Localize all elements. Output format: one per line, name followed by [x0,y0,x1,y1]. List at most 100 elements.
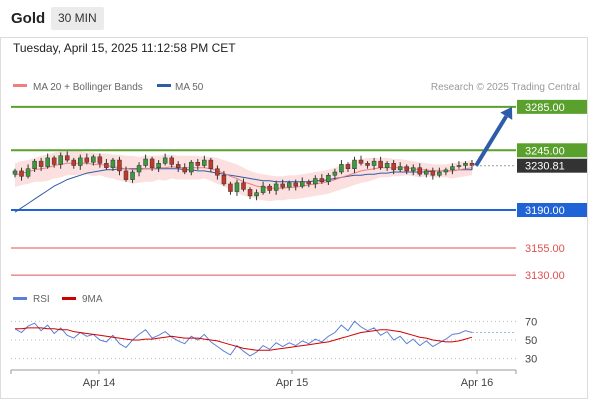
instrument-title: Gold [11,10,46,27]
rsi-level-label-0: 70 [525,316,537,328]
candle-body-45 [306,181,312,185]
candle-body-40 [273,183,279,191]
bollinger-band [15,151,472,202]
candle-body-49 [332,171,338,176]
x-tick-label-2: Apr 16 [461,377,493,389]
x-tick-label-0: Apr 14 [83,377,115,389]
x-tick-label-1: Apr 15 [276,377,308,389]
rsi-level-label-2: 30 [525,354,537,366]
legend-label-ma20: MA 20 + Bollinger Bands [33,82,143,93]
rsi-line [14,320,473,357]
candle-body-29 [202,159,207,166]
candles [12,151,475,201]
timeframe-button[interactable]: 30 MIN [51,7,104,30]
rsi-level-label-1: 50 [525,335,537,347]
rsi-panel: 70 50 30 [11,316,537,366]
rsi-legend: RSI 9MA [13,294,103,305]
candle-body-15 [110,159,116,168]
legend-label-ma50: MA 50 [175,82,204,93]
candle-body-47 [319,178,325,183]
candle-body-36 [247,189,253,197]
candle-body-37 [254,192,259,197]
candle-body-18 [130,171,135,180]
candle-body-17 [123,170,129,180]
level-label-3: 3155.00 [525,243,565,255]
candle-body-25 [175,164,181,168]
candle-body-48 [326,175,331,183]
candle-body-10 [78,157,83,166]
candle-body-11 [84,157,90,163]
candle-body-42 [286,182,292,188]
legend-swatch-9ma [62,297,76,300]
candle-body-32 [221,175,227,185]
target-arrow-shaft [474,115,508,167]
candle-body-44 [300,181,305,187]
level-tag-2 [517,203,587,217]
x-axis: Apr 14 Apr 15 Apr 16 [10,370,517,389]
candle-body-20 [143,158,148,166]
candle-body-28 [195,161,201,166]
candle-body-23 [162,157,168,164]
candle-body-65 [437,171,442,176]
header-bar: Gold 30 MIN [0,0,590,36]
candle-body-27 [189,161,194,173]
chart-legend: MA 20 + Bollinger Bands MA 50 [13,82,204,93]
ma50-line [14,168,472,213]
candle-body-35 [241,182,246,190]
candle-body-8 [64,155,70,161]
candle-body-14 [104,163,109,168]
candle-body-55 [371,160,377,166]
candle-body-67 [450,166,455,171]
candle-body-4 [38,160,44,167]
candle-body-39 [267,185,272,191]
candle-body-9 [71,159,77,166]
candle-body-12 [91,156,96,163]
legend-swatch-ma50 [157,84,171,87]
level-label-0: 3285.00 [525,102,565,114]
level-label-4: 3130.00 [525,270,565,282]
level-label-2: 3190.00 [525,205,565,217]
candle-body-62 [417,167,423,175]
candle-body-70 [469,163,475,166]
candle-body-52 [352,159,357,169]
target-arrow [474,106,513,167]
legend-swatch-ma20 [13,84,27,87]
level-tag-0 [517,99,587,114]
candle-body-69 [463,163,468,166]
candle-body-58 [391,163,396,171]
chart-frame [0,37,588,399]
candle-body-63 [424,170,429,175]
candle-body-34 [234,182,240,192]
candle-body-13 [97,156,103,164]
credit-text: Research © 2025 Trading Central [431,82,580,93]
candle-body-56 [378,160,383,168]
candle-body-22 [156,163,161,168]
bollinger-band-area [15,151,472,202]
candle-body-57 [384,163,390,168]
target-arrow-head [500,106,513,120]
candle-body-43 [293,182,298,187]
candle-body-6 [51,157,57,165]
candle-body-2 [25,168,31,177]
price-levels: 3285.00 3245.00 3190.00 3155.00 3130.00 [11,99,587,282]
legend-label-rsi: RSI [33,294,50,305]
candle-body-51 [345,164,351,169]
candle-body-46 [313,178,318,185]
candle-body-64 [430,170,436,176]
candle-body-66 [443,169,449,173]
candle-body-30 [208,159,214,169]
legend-label-9ma: 9MA [82,294,103,305]
last-price-marker: 3230.81 [472,158,587,173]
legend-swatch-rsi [13,297,27,300]
candle-body-26 [182,167,187,173]
timestamp: Tuesday, April 15, 2025 11:12:58 PM CET [13,41,236,55]
candle-body-21 [149,158,155,168]
candle-body-19 [136,165,142,173]
candle-body-7 [58,155,63,165]
candle-body-68 [456,165,462,167]
candle-body-5 [45,157,50,167]
candle-body-53 [358,159,364,164]
candle-body-59 [397,166,403,171]
